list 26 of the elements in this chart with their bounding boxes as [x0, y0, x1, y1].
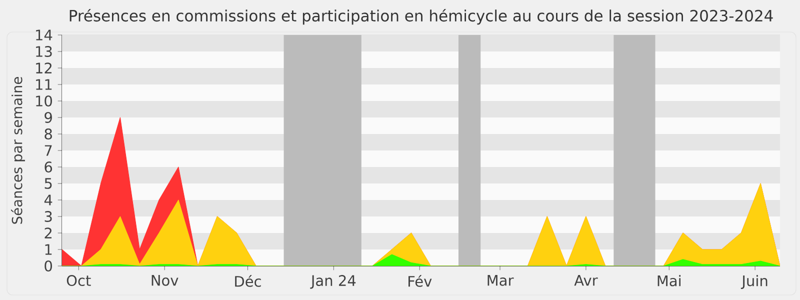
y-tick-label: 7	[44, 145, 52, 156]
x-tick-label: Nov	[152, 275, 178, 286]
x-tick-label: Mar	[488, 275, 514, 286]
y-tick-label: 8	[44, 128, 52, 140]
x-tick-label: Jan 24	[310, 275, 356, 289]
y-tick-label: 4	[44, 194, 52, 206]
x-tick-label: Fév	[408, 275, 432, 287]
y-tick-label: 3	[44, 211, 52, 222]
y-tick-label: 0	[44, 260, 52, 272]
y-tick-label: 5	[44, 178, 52, 189]
y-tick-label: 2	[44, 228, 52, 238]
y-axis-title: Séances par semaine	[11, 77, 25, 224]
y-tick-label: 10	[36, 96, 52, 106]
y-tick-label: 13	[36, 46, 52, 57]
y-tick-label: 14	[36, 30, 52, 40]
x-tick-label: Mai	[658, 275, 680, 286]
y-tick-label: 1	[45, 244, 52, 255]
x-tick-label: Oct	[66, 275, 91, 286]
x-tick-label: Juin	[740, 275, 768, 289]
y-tick-label: 9	[44, 112, 52, 123]
y-tick-label: 11	[36, 79, 52, 90]
x-tick-label: Déc	[235, 275, 261, 287]
y-tick-label: 6	[44, 162, 52, 172]
x-tick-label: Avr	[574, 275, 598, 286]
chart-title: Présences en commissions et participation en hémicycle au cours de la session 2023-2024	[70, 8, 773, 25]
y-tick-label: 12	[36, 62, 52, 74]
